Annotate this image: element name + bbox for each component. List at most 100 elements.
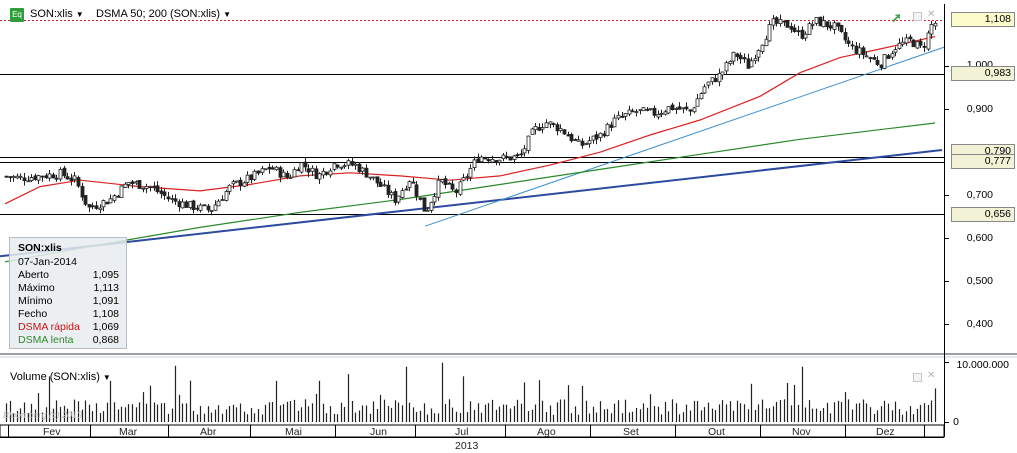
candle-body (141, 187, 146, 190)
candle-body (83, 195, 88, 205)
candle-body (306, 168, 311, 173)
candle-body (710, 77, 715, 83)
candle-body (105, 201, 110, 205)
candle-body (378, 181, 383, 187)
candle-body (324, 171, 329, 175)
candle-body (699, 93, 704, 100)
candle-body (890, 53, 895, 58)
x-tick-label: Mai (285, 426, 302, 438)
candle-body (620, 116, 625, 118)
candle-body (350, 161, 355, 166)
candle-body (166, 196, 171, 200)
candle-body (213, 204, 218, 211)
candle-body (666, 106, 671, 114)
info-label: Máximo (18, 282, 55, 294)
chevron-down-icon: ▼ (75, 10, 84, 19)
y-tick-label: 0,700 (966, 189, 993, 201)
close-icon[interactable]: ✕ (927, 370, 936, 381)
maximize-icon[interactable] (913, 12, 922, 21)
candle-body (249, 174, 254, 181)
candle-body (663, 111, 668, 115)
candle-body (738, 55, 743, 60)
candle-body (526, 135, 531, 151)
eq-badge[interactable]: Eq (10, 8, 24, 22)
y-tick-label: 0,600 (966, 232, 993, 244)
candle-body (695, 98, 700, 107)
candle-body (584, 142, 589, 145)
candle-body (202, 204, 207, 207)
candle-body (87, 204, 92, 208)
axes (0, 4, 949, 438)
candle-body (537, 127, 542, 131)
candle-body (742, 57, 747, 60)
volume-dropdown[interactable]: Volume (SON:xlis) ▼ (10, 371, 111, 383)
candle-body (198, 204, 203, 211)
candle-body (807, 23, 812, 35)
candle-body (656, 114, 661, 118)
info-label-fast-ma: DSMA rápida (18, 321, 80, 333)
x-tick-label: Abr (200, 426, 217, 438)
candle-body (756, 50, 761, 58)
candle-body (576, 139, 581, 142)
candle-body (299, 162, 304, 173)
candle-body (393, 191, 398, 203)
candle-body (893, 49, 898, 53)
x-tick-label: Nov (792, 426, 811, 438)
candle-body (490, 158, 495, 163)
info-symbol: SON:xlis (18, 242, 62, 254)
candle-body (882, 54, 887, 69)
candle-body (746, 58, 751, 69)
candle-body (130, 181, 135, 185)
info-label: Mínimo (18, 295, 53, 307)
indicator-dropdown[interactable]: DSMA 50; 200 (SON:xlis) ▼ (96, 8, 231, 20)
candle-body (569, 134, 574, 142)
candle-body (789, 26, 794, 30)
candle-body (314, 168, 319, 180)
candle-body (839, 24, 844, 32)
candle-body (735, 53, 740, 57)
candle-body (180, 201, 185, 209)
info-label-slow-ma: DSMA lenta (18, 334, 74, 346)
x-tick-label: Set (623, 426, 639, 438)
candle-body (267, 166, 272, 170)
candle-body (648, 108, 653, 111)
candle-body (926, 32, 931, 50)
candle-body (220, 199, 225, 202)
info-date: 07-Jan-2014 (18, 256, 77, 268)
candle-body (36, 175, 41, 181)
candle-body (828, 25, 833, 29)
candle-body (364, 167, 369, 178)
candle-body (634, 111, 639, 113)
year-label: 2013 (455, 440, 479, 452)
candle-body (357, 163, 362, 173)
candle-body (15, 175, 20, 179)
candle-body (548, 121, 553, 125)
candle-body (630, 110, 635, 113)
candle-body (231, 181, 236, 185)
candle-body (396, 195, 401, 203)
candle-body (555, 124, 560, 132)
candle-body (159, 190, 164, 194)
candle-body (44, 175, 49, 179)
chevron-down-icon: ▼ (102, 373, 111, 382)
candle-body (4, 175, 9, 178)
candle-body (11, 175, 16, 179)
candle-body (292, 169, 297, 178)
candle-body (886, 55, 891, 59)
maximize-icon[interactable] (913, 373, 922, 382)
candle-body (227, 184, 232, 192)
candle-body (22, 177, 27, 182)
candle-body (270, 167, 275, 170)
candle-body (857, 47, 862, 55)
x-tick-label: Mar (119, 426, 138, 438)
close-icon[interactable]: ✕ (927, 9, 936, 20)
level-label: 0,656 (951, 207, 1015, 222)
symbol-dropdown[interactable]: SON:xlis ▼ (30, 8, 84, 20)
watermark: Bloomberg (c) 2013 (3, 410, 83, 420)
candle-body (65, 176, 70, 180)
chevron-down-icon: ▼ (223, 10, 232, 19)
candle-body (54, 177, 59, 180)
info-value: 1,091 (92, 295, 119, 307)
